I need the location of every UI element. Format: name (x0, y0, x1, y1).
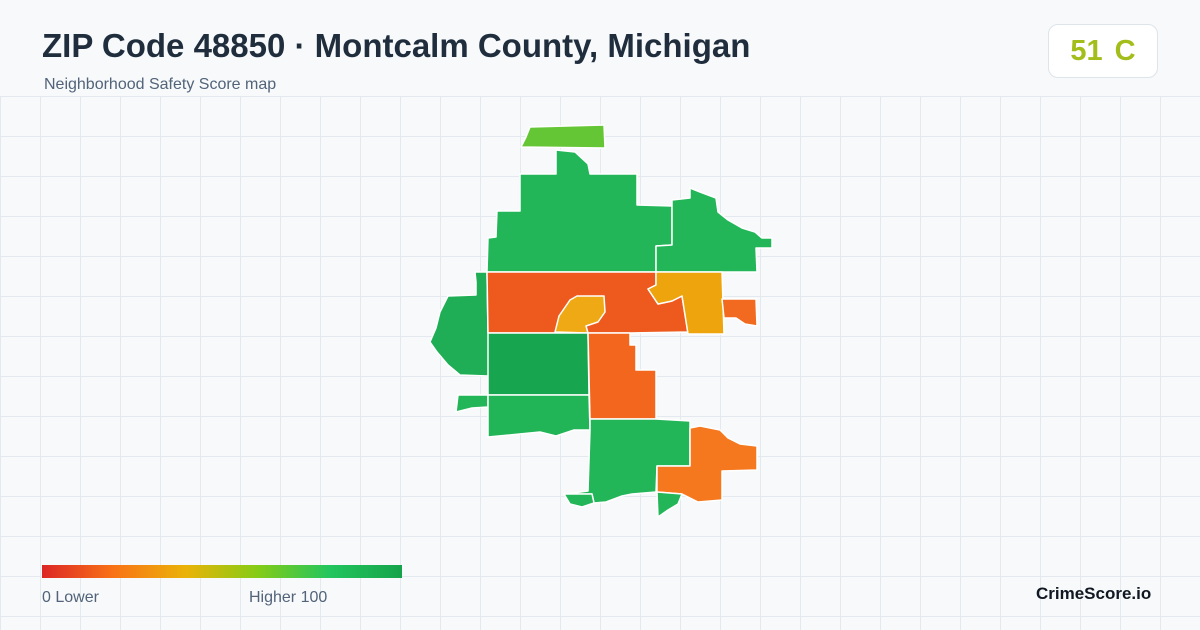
score-value: 51 (1070, 34, 1103, 67)
page-title: ZIP Code 48850 · Montcalm County, Michig… (42, 27, 751, 64)
map-region (656, 425, 758, 503)
legend-low-label: 0 Lower (42, 589, 99, 606)
legend-gradient-bar (42, 565, 402, 578)
map-region (554, 295, 606, 334)
map-region (656, 491, 683, 518)
score-grade: C (1114, 34, 1136, 67)
map-region (563, 493, 595, 508)
map-region (587, 332, 657, 420)
map-region (520, 124, 606, 149)
map-region (655, 187, 773, 273)
legend-high-label: Higher 100 (249, 589, 328, 606)
brand-name: CrimeScore.io (1036, 584, 1152, 603)
page-subtitle: Neighborhood Safety Score map (44, 76, 277, 93)
map-region (721, 298, 758, 327)
map-region (455, 394, 489, 413)
map-region (487, 394, 591, 438)
map-region (486, 149, 673, 273)
score-badge: 51 C (1048, 24, 1158, 78)
header: ZIP Code 48850 · Montcalm County, Michig… (0, 0, 1200, 96)
map-region (487, 332, 590, 396)
